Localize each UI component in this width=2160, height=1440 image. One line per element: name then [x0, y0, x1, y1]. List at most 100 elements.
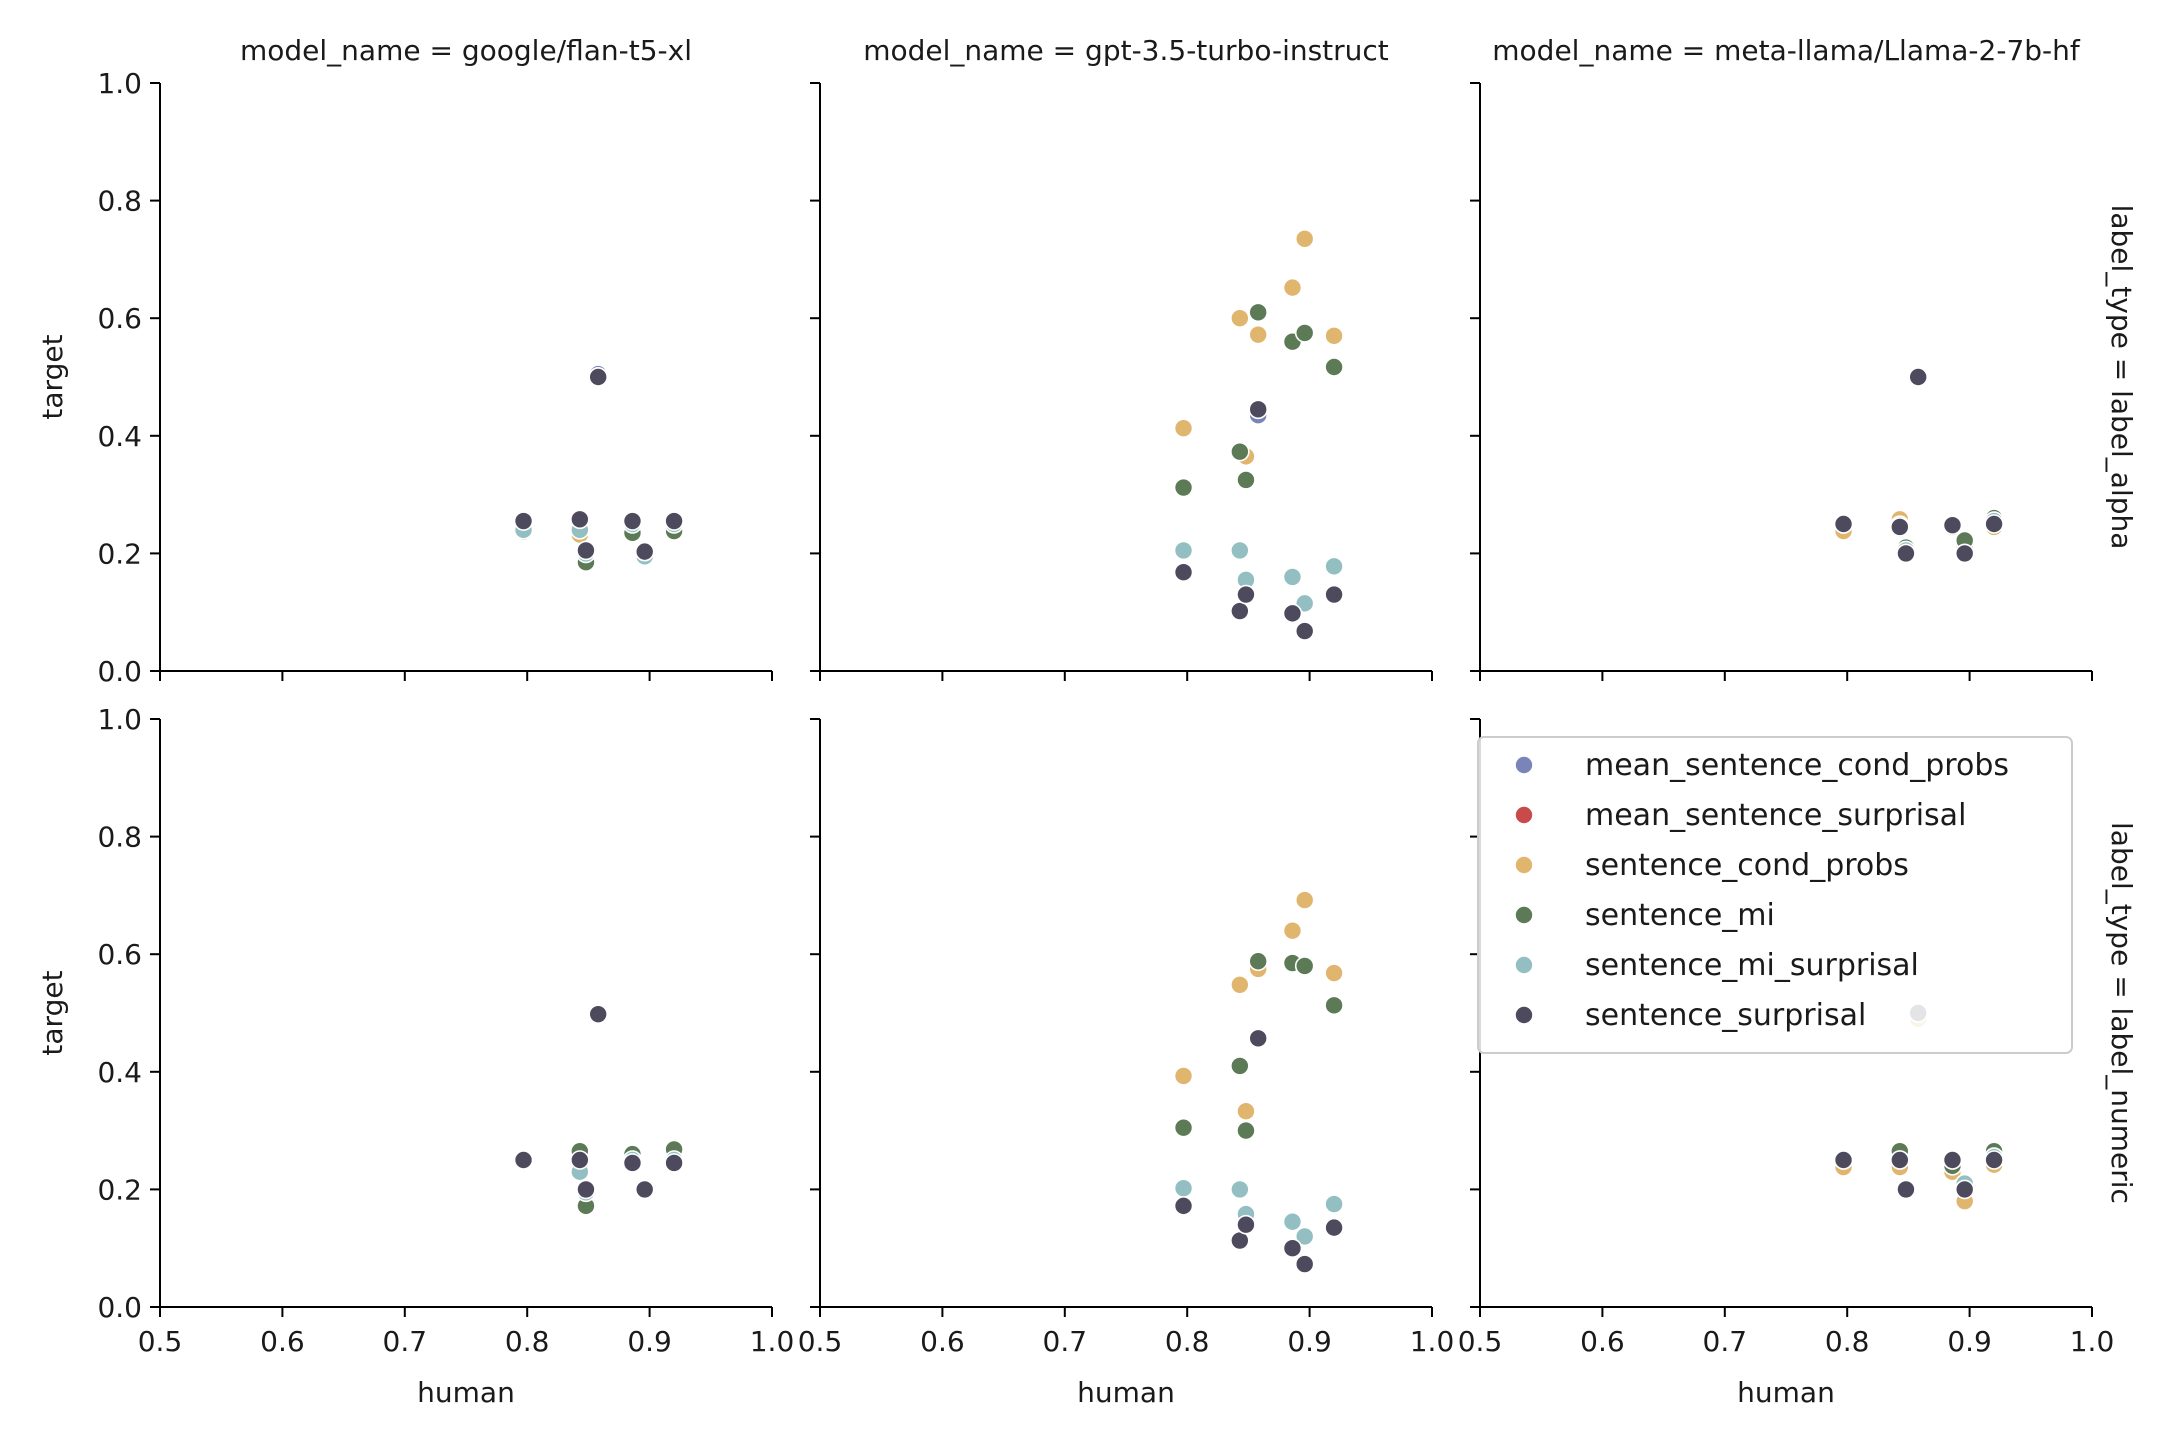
x-tick-label: 0.6 — [1580, 1325, 1625, 1358]
y-axis-title: target — [36, 970, 69, 1055]
y-tick-label: 0.2 — [97, 1173, 142, 1206]
y-tick-label: 0.2 — [97, 537, 142, 570]
y-tick-label: 0.4 — [97, 1056, 142, 1089]
point-sentence-cond-probs — [1324, 963, 1344, 983]
point-sentence-surprisal — [1833, 1150, 1854, 1170]
legend-marker — [1514, 905, 1534, 925]
point-sentence-surprisal — [1294, 621, 1315, 641]
point-sentence-surprisal — [1908, 367, 1928, 387]
point-sentence-surprisal — [634, 1179, 655, 1200]
point-sentence-surprisal — [1173, 562, 1194, 583]
point-sentence-mi-surprisal — [1282, 567, 1303, 587]
panel-r1-c0: 0.0 0.2 0.4 0.6 0.8 1.0 0.5 0.6 0.7 0.8 0.9 1.0 targ… — [36, 703, 794, 1409]
x-tick-label: 0.8 — [1825, 1325, 1870, 1358]
x-tick-label: 0.7 — [383, 1325, 428, 1358]
row-title: label_type = label_numeric — [2105, 822, 2138, 1204]
point-sentence-mi — [1230, 441, 1250, 462]
point-sentence-mi — [1324, 357, 1344, 377]
y-tick-label: 0.6 — [97, 938, 142, 971]
point-sentence-cond-probs — [1282, 920, 1303, 941]
legend-item: mean_sentence_cond_probs — [1514, 748, 2009, 783]
x-tick-label: 0.7 — [1703, 1325, 1748, 1358]
x-tick-label: 0.5 — [1458, 1325, 1503, 1358]
point-sentence-mi — [1294, 956, 1315, 976]
point-sentence-surprisal — [1984, 1150, 2004, 1170]
point-sentence-surprisal — [1890, 1150, 1910, 1170]
x-tick-label: 0.5 — [798, 1325, 843, 1358]
point-sentence-mi — [1248, 302, 1268, 323]
legend-marker — [1514, 755, 1534, 775]
point-sentence-cond-probs — [1324, 326, 1344, 346]
point-sentence-surprisal — [588, 1004, 608, 1024]
point-sentence-surprisal — [1282, 1238, 1303, 1258]
point-sentence-mi-surprisal — [1173, 1178, 1194, 1199]
point-sentence-surprisal — [664, 1153, 684, 1173]
point-sentence-surprisal — [634, 541, 655, 562]
y-tick-label: 0.8 — [97, 821, 142, 854]
point-sentence-mi — [1230, 1056, 1250, 1076]
point-sentence-mi — [1236, 470, 1256, 490]
legend-items: mean_sentence_cond_probs mean_sentence_su… — [1514, 748, 2009, 1033]
point-sentence-cond-probs — [1294, 890, 1315, 910]
point-sentence-mi-surprisal — [1324, 556, 1344, 577]
point-sentence-surprisal — [570, 1150, 590, 1170]
point-sentence-mi-surprisal — [1230, 540, 1250, 561]
point-sentence-mi — [1324, 995, 1344, 1016]
x-axis-title: human — [417, 1376, 515, 1409]
point-sentence-mi-surprisal — [1230, 1179, 1250, 1200]
legend-marker — [1514, 855, 1534, 875]
point-sentence-surprisal — [576, 1179, 596, 1200]
point-sentence-mi — [1248, 951, 1268, 972]
legend-label: sentence_mi — [1585, 898, 1775, 933]
point-sentence-surprisal — [1248, 1028, 1268, 1049]
x-tick-label: 1.0 — [1410, 1325, 1455, 1358]
point-sentence-surprisal — [622, 511, 643, 531]
legend-marker — [1514, 805, 1534, 825]
y-tick-label: 1.0 — [97, 703, 142, 736]
point-sentence-surprisal — [513, 511, 534, 531]
panel-r0-c2: model_name = meta-llama/Llama-2-7b-hf lab… — [1470, 34, 2138, 681]
row-title: label_type = label_alpha — [2105, 205, 2138, 550]
x-tick-label: 1.0 — [2070, 1325, 2115, 1358]
point-sentence-surprisal — [576, 540, 596, 561]
point-sentence-surprisal — [1896, 1179, 1916, 1200]
point-sentence-surprisal — [1282, 603, 1303, 624]
legend-label: mean_sentence_cond_probs — [1585, 748, 2009, 783]
x-tick-label: 0.6 — [920, 1325, 965, 1358]
legend-marker — [1514, 955, 1534, 975]
panel-r0-c1: model_name = gpt-3.5-turbo-instruct — [810, 34, 1433, 681]
panel-r1-c2: 0.5 0.6 0.7 0.8 0.9 1.0 human label_type = labe… — [1458, 718, 2138, 1409]
point-sentence-surprisal — [513, 1150, 534, 1170]
point-sentence-mi-surprisal — [1173, 540, 1194, 561]
legend-label: sentence_surprisal — [1585, 998, 1866, 1033]
panels-layer: 0.0 0.2 0.4 0.6 0.8 1.0 target model_name = goo… — [36, 34, 2138, 1409]
point-sentence-surprisal — [1236, 584, 1256, 605]
point-sentence-cond-probs — [1282, 277, 1303, 298]
legend-label: sentence_cond_probs — [1585, 848, 1909, 883]
column-title: model_name = meta-llama/Llama-2-7b-hf — [1492, 34, 2081, 67]
point-sentence-mi — [1173, 1117, 1194, 1138]
y-tick-label: 0.6 — [97, 302, 142, 335]
point-sentence-cond-probs — [1230, 308, 1250, 329]
point-sentence-surprisal — [1294, 1254, 1315, 1274]
column-title: model_name = gpt-3.5-turbo-instruct — [863, 34, 1389, 67]
point-sentence-cond-probs — [1173, 418, 1194, 438]
point-sentence-mi — [1294, 323, 1315, 343]
x-tick-label: 0.9 — [1947, 1325, 1992, 1358]
point-sentence-surprisal — [1954, 543, 1975, 564]
point-sentence-surprisal — [1173, 1196, 1194, 1216]
x-tick-label: 1.0 — [750, 1325, 795, 1358]
y-tick-label: 0.0 — [97, 1291, 142, 1324]
y-tick-label: 1.0 — [97, 67, 142, 100]
y-axis-title: target — [36, 334, 69, 419]
panel-r1-c1: 0.5 0.6 0.7 0.8 0.9 1.0 human — [798, 718, 1455, 1409]
x-tick-label: 0.9 — [627, 1325, 672, 1358]
legend-frame — [1477, 736, 2073, 1054]
point-sentence-cond-probs — [1230, 974, 1250, 995]
legend-item: sentence_mi — [1514, 898, 1775, 933]
point-sentence-cond-probs — [1173, 1066, 1194, 1086]
point-sentence-surprisal — [622, 1153, 643, 1173]
x-axis-title: human — [1737, 1376, 1835, 1409]
point-sentence-mi-surprisal — [1294, 1226, 1315, 1247]
